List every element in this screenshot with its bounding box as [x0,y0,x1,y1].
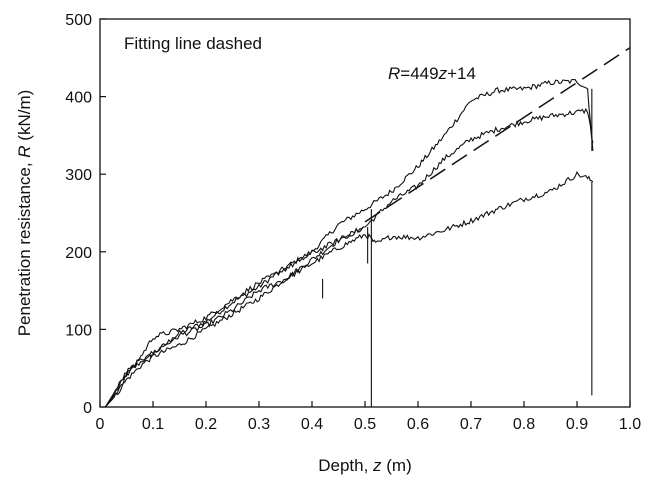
equation-part: z [438,64,448,83]
x-tick-label: 0 [96,416,105,433]
series-line [104,226,366,408]
equation-part: =449 [400,64,438,83]
y-tick-label: 100 [65,322,92,339]
x-axis-title: Depth, z (m) [318,456,412,475]
x-tick-label: 0.5 [354,416,376,433]
series-line [104,78,594,408]
xlabel-part: Depth, [318,456,373,475]
equation-part: R [388,64,400,83]
xlabel-part: z [372,456,382,475]
x-tick-label: 0.7 [460,416,482,433]
x-tick-label: 0.1 [142,416,164,433]
y-tick-label: 300 [65,167,92,184]
ylabel-part: R [15,145,34,157]
x-tick-label: 0.9 [566,416,588,433]
ylabel-part: (kN/m) [15,90,34,146]
y-tick-label: 200 [65,245,92,262]
equation-label: R=449z+14 [388,64,476,83]
x-tick-label: 0.8 [513,416,535,433]
series-line [104,170,594,408]
x-tick-label: 0.3 [248,416,270,433]
x-tick-label: 0.2 [195,416,217,433]
plot-frame [99,18,631,408]
series-line [104,107,594,408]
series-group [104,78,594,408]
y-axis-title: Penetration resistance, R (kN/m) [15,90,34,337]
fitting-note: Fitting line dashed [124,34,262,53]
y-tick-label: 500 [65,12,92,29]
x-tick-label: 0.4 [301,416,323,433]
y-tick-label: 400 [65,90,92,107]
xlabel-part: (m) [382,456,412,475]
ylabel-part: Penetration resistance, [15,158,34,337]
equation-part: +14 [447,64,476,83]
fitting-line [364,47,631,223]
ticks-group: 0 0.1 0.2 0.3 0.4 0.5 0.6 0.7 0.8 0.9 1.0 0 100 200 30… [65,12,641,433]
x-tick-label: 0.6 [407,416,429,433]
y-tick-label: 0 [83,400,92,417]
x-tick-label: 1.0 [619,416,641,433]
